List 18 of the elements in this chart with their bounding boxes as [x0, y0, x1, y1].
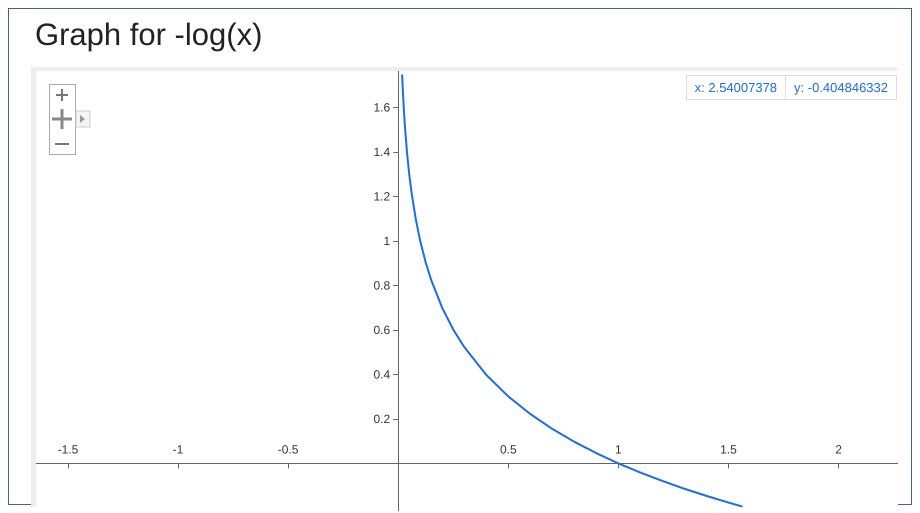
x-tick-label: -1.5: [58, 442, 79, 456]
y-tick-label: 0.2: [374, 412, 391, 426]
x-tick-label: 1.5: [720, 442, 738, 456]
y-tick-label: 1.6: [374, 100, 391, 114]
y-tick-label: 1: [384, 234, 391, 248]
x-tick-label: -1: [172, 442, 184, 456]
annotation: x: 2.54007378: [694, 79, 778, 97]
annotation: y: -0.404846332: [785, 76, 896, 99]
x-tick-label: 1: [615, 442, 622, 456]
x-tick-label: 2: [835, 442, 842, 456]
y-tick-label: 0.8: [374, 278, 391, 292]
x-tick-label: 0.5: [500, 442, 517, 456]
y-tick-label: 1.2: [374, 189, 391, 204]
chart-title: Graph for -log(x): [35, 17, 262, 53]
y-tick-label: 1.4: [374, 144, 391, 159]
y-tick-label: 0.6: [374, 322, 391, 337]
x-tick-label: -0.5: [278, 442, 299, 456]
y-tick-label: 0.4: [374, 367, 391, 382]
